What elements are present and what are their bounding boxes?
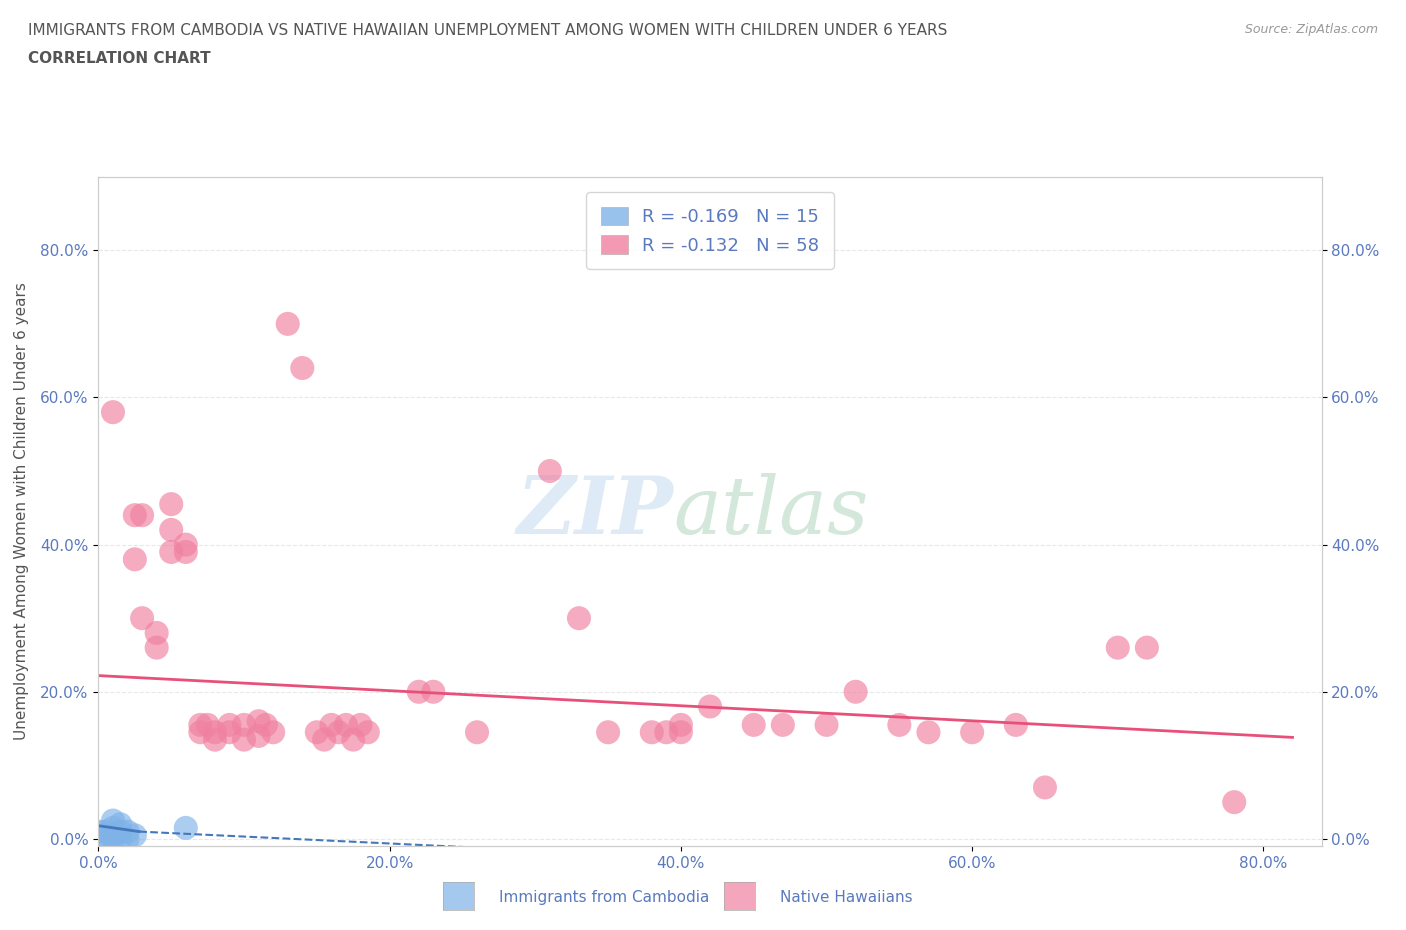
Point bbox=[117, 824, 139, 839]
Point bbox=[254, 717, 277, 732]
Legend: R = -0.169   N = 15, R = -0.132   N = 58: R = -0.169 N = 15, R = -0.132 N = 58 bbox=[586, 193, 834, 269]
Point bbox=[328, 724, 350, 739]
Point bbox=[101, 820, 124, 835]
Point bbox=[233, 732, 256, 747]
Point bbox=[422, 684, 444, 699]
Point bbox=[218, 717, 240, 732]
Point bbox=[349, 717, 371, 732]
Point bbox=[101, 828, 124, 843]
Text: Native Hawaiians: Native Hawaiians bbox=[780, 890, 912, 905]
Point bbox=[101, 813, 124, 828]
Point bbox=[160, 497, 183, 512]
Point bbox=[188, 724, 212, 739]
Point bbox=[218, 724, 240, 739]
Point bbox=[342, 732, 364, 747]
Point bbox=[247, 728, 270, 743]
Point bbox=[596, 724, 619, 739]
Point bbox=[889, 717, 911, 732]
Point bbox=[94, 831, 117, 846]
Point bbox=[641, 724, 664, 739]
Point bbox=[314, 732, 336, 747]
Point bbox=[101, 831, 124, 846]
Point bbox=[94, 824, 117, 839]
Point bbox=[160, 523, 183, 538]
Point bbox=[960, 724, 983, 739]
Point bbox=[160, 545, 183, 560]
Text: Source: ZipAtlas.com: Source: ZipAtlas.com bbox=[1244, 23, 1378, 36]
Point bbox=[117, 831, 139, 846]
Point bbox=[669, 724, 692, 739]
Point bbox=[1033, 780, 1056, 795]
Text: IMMIGRANTS FROM CAMBODIA VS NATIVE HAWAIIAN UNEMPLOYMENT AMONG WOMEN WITH CHILDR: IMMIGRANTS FROM CAMBODIA VS NATIVE HAWAI… bbox=[28, 23, 948, 38]
Point bbox=[291, 361, 314, 376]
Point bbox=[204, 724, 226, 739]
Point bbox=[357, 724, 380, 739]
Point bbox=[262, 724, 284, 739]
Point bbox=[124, 551, 146, 566]
Point bbox=[845, 684, 868, 699]
Text: CORRELATION CHART: CORRELATION CHART bbox=[28, 51, 211, 66]
Point bbox=[277, 316, 299, 331]
Point bbox=[1004, 717, 1026, 732]
Y-axis label: Unemployment Among Women with Children Under 6 years: Unemployment Among Women with Children U… bbox=[14, 283, 30, 740]
Point bbox=[233, 717, 256, 732]
Point bbox=[321, 717, 343, 732]
Point bbox=[538, 463, 561, 478]
Point bbox=[742, 717, 765, 732]
Point bbox=[174, 820, 197, 835]
Point bbox=[124, 508, 146, 523]
Point bbox=[699, 699, 721, 714]
Point bbox=[131, 508, 153, 523]
Point bbox=[669, 717, 692, 732]
Point bbox=[408, 684, 430, 699]
Point bbox=[124, 828, 146, 843]
Point bbox=[465, 724, 488, 739]
Point bbox=[305, 724, 328, 739]
Text: ZIP: ZIP bbox=[516, 472, 673, 551]
Point bbox=[772, 717, 794, 732]
Point bbox=[174, 545, 197, 560]
Point bbox=[1107, 640, 1129, 655]
Point bbox=[815, 717, 838, 732]
Point bbox=[145, 640, 167, 655]
Point bbox=[197, 717, 219, 732]
Point bbox=[1136, 640, 1159, 655]
Point bbox=[145, 626, 167, 641]
Point bbox=[568, 611, 591, 626]
Text: atlas: atlas bbox=[673, 472, 869, 551]
Point bbox=[101, 405, 124, 419]
Point bbox=[1223, 795, 1246, 810]
Point bbox=[87, 824, 110, 839]
Point bbox=[655, 724, 678, 739]
Point bbox=[247, 713, 270, 728]
Point bbox=[131, 611, 153, 626]
Point bbox=[110, 817, 132, 831]
Point bbox=[335, 717, 357, 732]
Text: Immigrants from Cambodia: Immigrants from Cambodia bbox=[499, 890, 710, 905]
Point bbox=[188, 717, 212, 732]
Point bbox=[87, 831, 110, 846]
Point bbox=[110, 824, 132, 839]
Point bbox=[110, 831, 132, 846]
Point bbox=[204, 732, 226, 747]
Point bbox=[174, 538, 197, 552]
Point bbox=[917, 724, 939, 739]
